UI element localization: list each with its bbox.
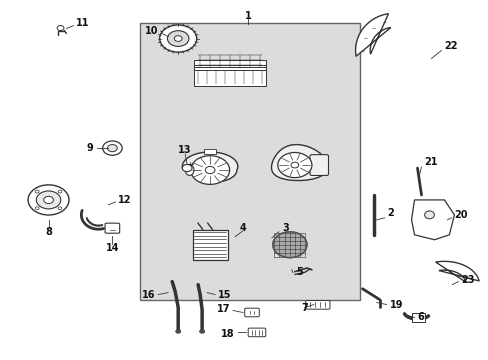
Text: 4: 4 bbox=[239, 223, 246, 233]
Circle shape bbox=[277, 153, 311, 177]
Circle shape bbox=[57, 26, 64, 31]
Text: 17: 17 bbox=[216, 305, 229, 315]
FancyBboxPatch shape bbox=[309, 155, 328, 175]
Circle shape bbox=[290, 162, 298, 168]
Circle shape bbox=[182, 165, 192, 172]
Polygon shape bbox=[182, 152, 237, 182]
Text: 5: 5 bbox=[295, 267, 302, 276]
FancyBboxPatch shape bbox=[244, 308, 259, 317]
Text: 15: 15 bbox=[218, 289, 231, 300]
FancyBboxPatch shape bbox=[105, 223, 120, 233]
Text: 19: 19 bbox=[389, 300, 402, 310]
Text: 23: 23 bbox=[461, 275, 474, 285]
Circle shape bbox=[35, 190, 39, 193]
Circle shape bbox=[167, 31, 188, 46]
Text: 12: 12 bbox=[118, 195, 132, 205]
Text: 9: 9 bbox=[86, 143, 93, 153]
Polygon shape bbox=[355, 14, 390, 56]
Ellipse shape bbox=[185, 165, 194, 175]
Text: 20: 20 bbox=[453, 210, 467, 220]
Circle shape bbox=[43, 196, 53, 203]
Circle shape bbox=[58, 207, 62, 210]
Text: 6: 6 bbox=[417, 312, 424, 323]
Circle shape bbox=[35, 207, 39, 210]
Circle shape bbox=[190, 156, 229, 184]
Polygon shape bbox=[411, 200, 453, 240]
Text: 13: 13 bbox=[178, 145, 191, 155]
Circle shape bbox=[28, 185, 69, 215]
Text: 11: 11 bbox=[75, 18, 89, 28]
FancyBboxPatch shape bbox=[248, 328, 265, 337]
Circle shape bbox=[36, 191, 61, 209]
Polygon shape bbox=[271, 145, 327, 180]
Text: 18: 18 bbox=[221, 329, 235, 339]
Circle shape bbox=[107, 144, 117, 152]
FancyBboxPatch shape bbox=[194, 67, 265, 84]
Text: 16: 16 bbox=[142, 289, 155, 300]
FancyBboxPatch shape bbox=[194, 70, 265, 86]
Text: 3: 3 bbox=[281, 223, 288, 233]
Text: 22: 22 bbox=[444, 41, 457, 50]
Ellipse shape bbox=[272, 232, 306, 258]
Text: 2: 2 bbox=[387, 208, 393, 218]
Ellipse shape bbox=[424, 211, 433, 219]
Text: 7: 7 bbox=[301, 302, 308, 312]
FancyBboxPatch shape bbox=[194, 60, 265, 76]
FancyBboxPatch shape bbox=[194, 65, 265, 81]
Circle shape bbox=[175, 330, 180, 333]
Text: 1: 1 bbox=[244, 11, 251, 21]
Circle shape bbox=[174, 36, 182, 41]
Bar bbox=[204, 149, 216, 154]
Circle shape bbox=[102, 141, 122, 155]
Circle shape bbox=[58, 190, 62, 193]
FancyBboxPatch shape bbox=[305, 301, 329, 309]
Polygon shape bbox=[435, 261, 478, 282]
Bar bbox=[411, 313, 425, 322]
Text: 14: 14 bbox=[105, 243, 119, 253]
Bar bbox=[192, 230, 227, 260]
Text: 10: 10 bbox=[144, 26, 158, 36]
Circle shape bbox=[199, 330, 204, 333]
Bar bbox=[140, 23, 359, 300]
Text: 21: 21 bbox=[424, 157, 437, 167]
Text: 8: 8 bbox=[45, 227, 52, 237]
Circle shape bbox=[160, 25, 196, 52]
Circle shape bbox=[205, 166, 215, 174]
